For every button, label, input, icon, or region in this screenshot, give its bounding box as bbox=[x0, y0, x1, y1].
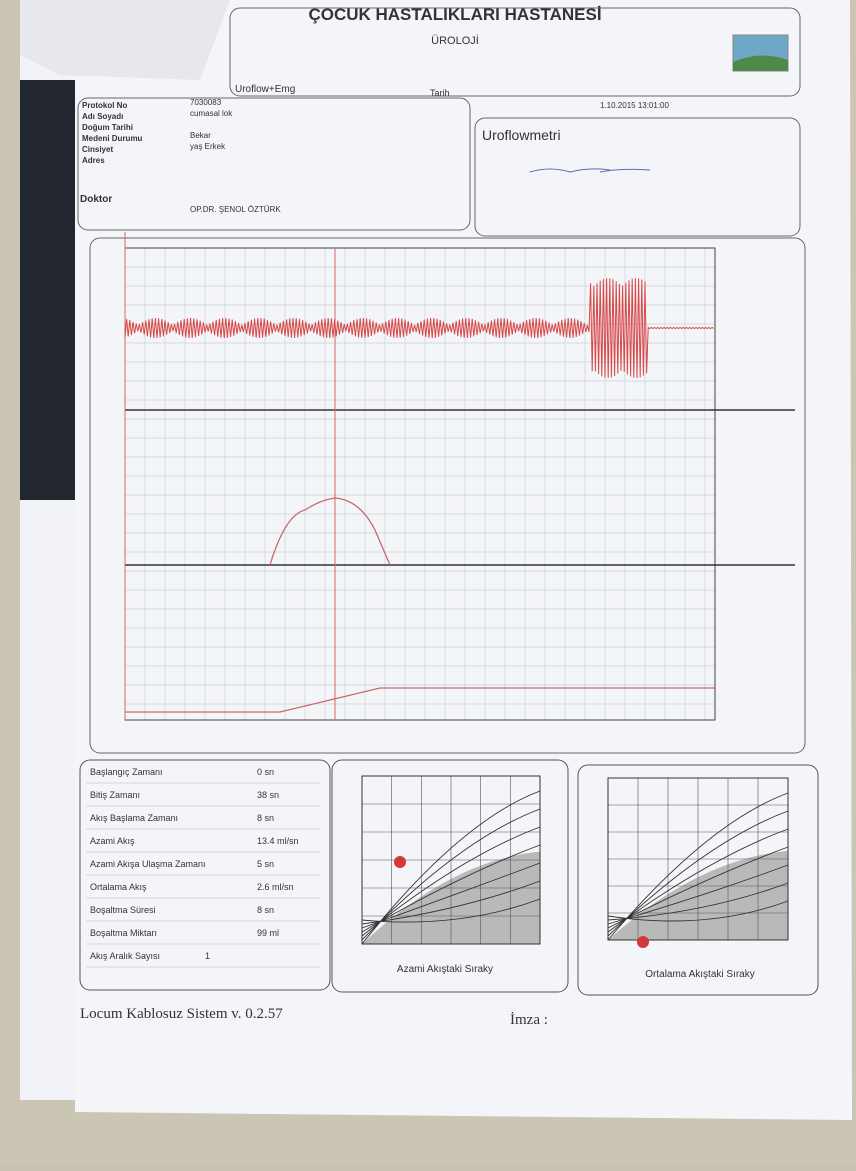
doctor: OP.DR. ŞENOL ÖZTÜRK bbox=[190, 205, 281, 214]
field-value: yaş Erkek bbox=[190, 142, 226, 151]
hospital: ÇOCUK HASTALIKLARI HASTANESİ bbox=[308, 5, 601, 24]
stat-label: Bitiş Zamanı bbox=[90, 790, 140, 800]
stat-label: Başlangıç Zamanı bbox=[90, 767, 163, 777]
stat-label: Azami Akışa Ulaşma Zamanı bbox=[90, 859, 206, 869]
report-title: Uroflowmetri bbox=[482, 127, 561, 143]
field-label: Adı Soyadı bbox=[82, 112, 123, 121]
folded-sheet bbox=[20, 0, 230, 80]
field-label: Cinsiyet bbox=[82, 145, 113, 154]
field-label: Protokol No bbox=[82, 101, 127, 110]
field-label: Doğum Tarihi bbox=[82, 123, 133, 132]
stat-value: 0 sn bbox=[257, 767, 274, 777]
stat-label: Boşaltma Miktarı bbox=[90, 928, 157, 938]
field-value: 7030083 bbox=[190, 98, 222, 107]
nomogram-caption: Azami Akıştaki Sıraky bbox=[397, 964, 493, 975]
stat-value: 13.4 ml/sn bbox=[257, 836, 299, 846]
stat-value: 8 sn bbox=[257, 905, 274, 915]
field-value: Bekar bbox=[190, 131, 211, 140]
stat-label: Akış Başlama Zamanı bbox=[90, 813, 178, 823]
stat-label: Azami Akış bbox=[90, 836, 135, 846]
test-type: Uroflow+Emg bbox=[235, 84, 295, 95]
field-label: Medeni Durumu bbox=[82, 134, 143, 143]
nomogram-caption: Ortalama Akıştaki Sıraky bbox=[645, 969, 754, 980]
stat-value: 8 sn bbox=[257, 813, 274, 823]
page: ÇOCUK HASTALIKLARI HASTANESİ ÜROLOJİ Uro… bbox=[0, 0, 856, 1166]
software: Locum Kablosuz Sistem v. 0.2.57 bbox=[80, 1006, 283, 1022]
signature: İmza : bbox=[510, 1012, 548, 1028]
stat-value: 1 bbox=[205, 951, 210, 961]
stat-label: Ortalama Akış bbox=[90, 882, 147, 892]
field-value: cumasal lok bbox=[190, 109, 233, 118]
binder bbox=[20, 80, 75, 500]
doctor-label: Doktor bbox=[80, 194, 112, 205]
date: 1.10.2015 13:01:00 bbox=[600, 101, 670, 110]
field-label: Adres bbox=[82, 156, 105, 165]
stat-value: 5 sn bbox=[257, 859, 274, 869]
stat-value: 2.6 ml/sn bbox=[257, 882, 294, 892]
stat-value: 99 ml bbox=[257, 928, 279, 938]
document: ÇOCUK HASTALIKLARI HASTANESİ ÜROLOJİ Uro… bbox=[0, 0, 856, 1166]
patient-point bbox=[394, 856, 406, 868]
date-label: Tarih bbox=[430, 88, 450, 98]
paper bbox=[75, 0, 852, 1120]
patient-point bbox=[637, 936, 649, 948]
stat-label: Akış Aralık Sayısı bbox=[90, 951, 160, 961]
stat-label: Boşaltma Süresi bbox=[90, 905, 156, 915]
stat-value: 38 sn bbox=[257, 790, 279, 800]
department: ÜROLOJİ bbox=[431, 34, 479, 47]
